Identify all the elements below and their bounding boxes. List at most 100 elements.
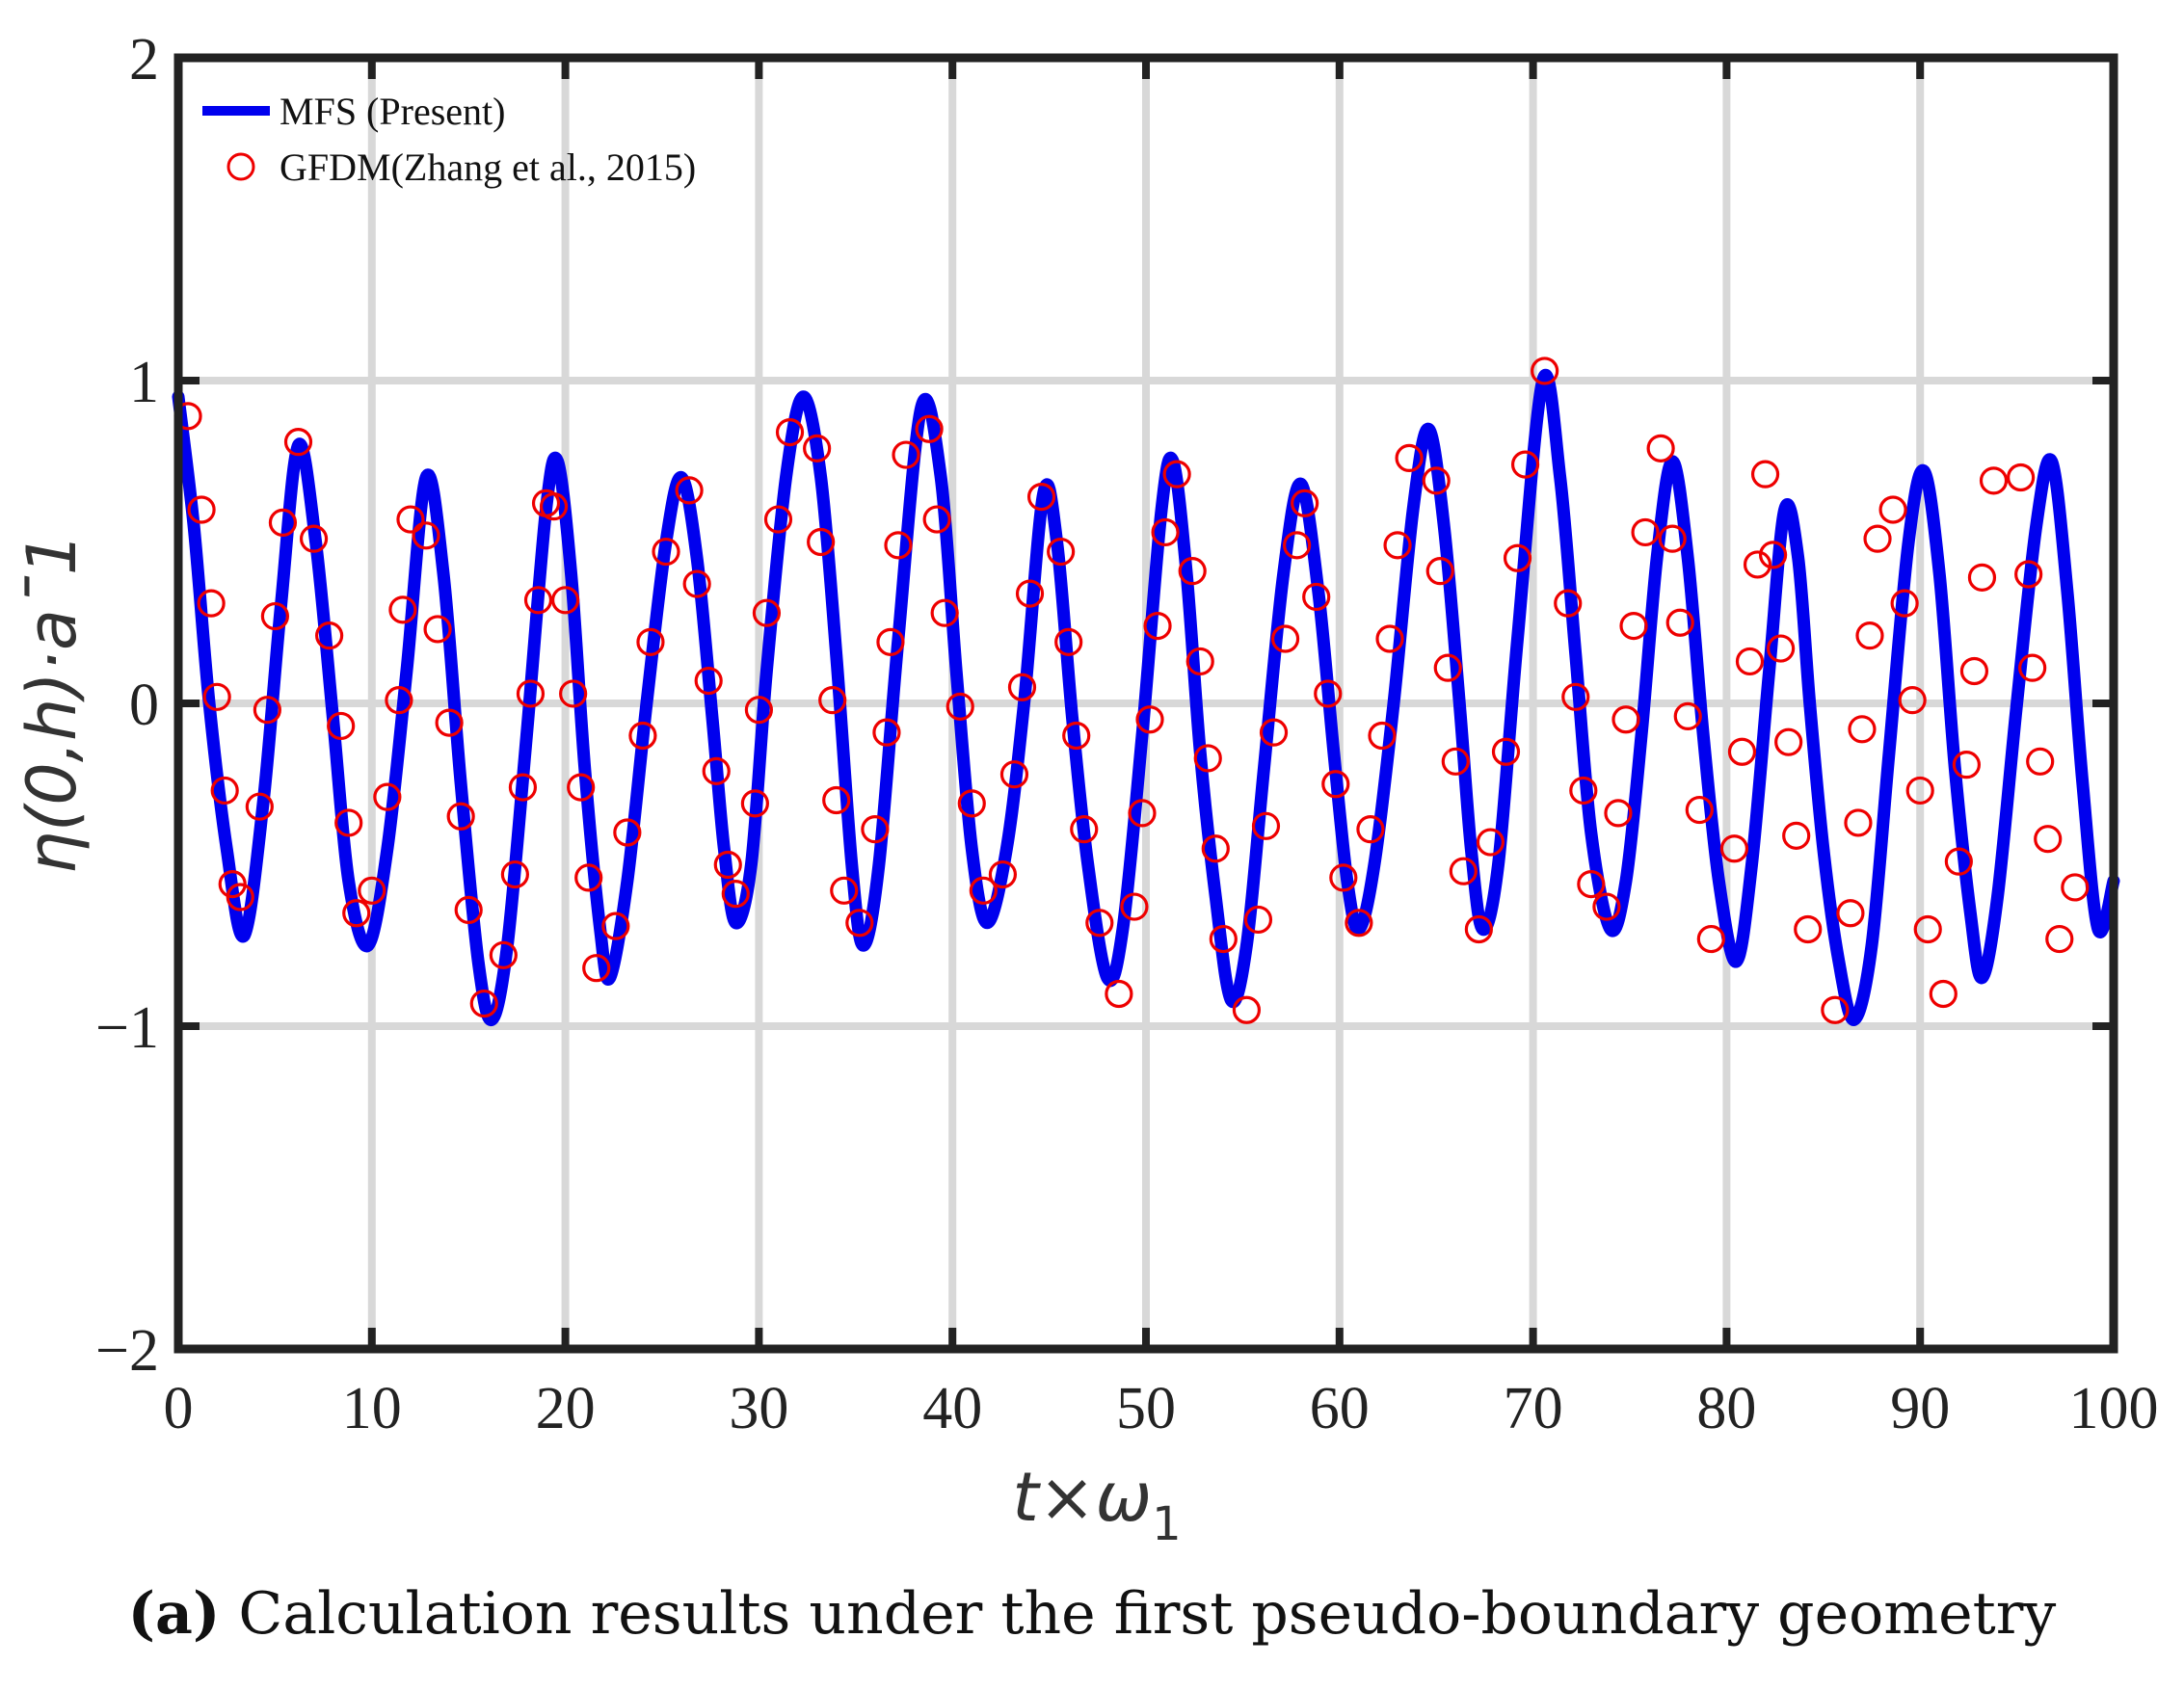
data-point-gfdm bbox=[1743, 550, 1772, 579]
data-point-gfdm bbox=[373, 782, 402, 811]
data-point-gfdm bbox=[327, 711, 356, 741]
data-point-gfdm bbox=[1735, 647, 1765, 676]
data-point-gfdm bbox=[628, 721, 657, 751]
legend-label-mfs: MFS (Present) bbox=[280, 90, 505, 133]
data-point-gfdm bbox=[1356, 815, 1385, 844]
data-point-gfdm bbox=[1836, 899, 1865, 928]
data-point-gfdm bbox=[1120, 892, 1149, 921]
data-point-gfdm bbox=[1007, 673, 1037, 701]
data-point-gfdm bbox=[1758, 541, 1788, 569]
data-point-gfdm bbox=[1979, 466, 2009, 495]
caption-text: Calculation results under the first pseu… bbox=[238, 1580, 2057, 1648]
data-point-gfdm bbox=[721, 880, 750, 909]
data-point-gfdm bbox=[1767, 634, 1796, 663]
data-point-gfdm bbox=[283, 428, 313, 457]
data-point-gfdm bbox=[1848, 715, 1877, 744]
data-point-gfdm bbox=[845, 909, 874, 938]
data-point-gfdm bbox=[1201, 834, 1230, 863]
data-point-gfdm bbox=[500, 859, 529, 889]
data-point-gfdm bbox=[1047, 537, 1076, 567]
data-point-gfdm bbox=[1143, 611, 1172, 641]
x-tick-label: 90 bbox=[1890, 1376, 1950, 1441]
data-point-gfdm bbox=[652, 537, 680, 567]
data-point-gfdm bbox=[1696, 924, 1725, 954]
data-point-gfdm bbox=[1054, 627, 1083, 656]
data-point-gfdm bbox=[1015, 579, 1045, 608]
data-point-gfdm bbox=[489, 940, 518, 969]
x-tick-label: 80 bbox=[1696, 1376, 1756, 1441]
data-point-gfdm bbox=[1345, 909, 1373, 938]
data-point-gfdm bbox=[550, 586, 580, 615]
data-point-gfdm bbox=[1178, 557, 1207, 586]
data-point-gfdm bbox=[1863, 524, 1892, 553]
data-point-gfdm bbox=[861, 815, 890, 844]
data-point-gfdm bbox=[636, 627, 665, 656]
data-point-gfdm bbox=[388, 595, 417, 624]
plot-frame bbox=[173, 53, 2118, 1354]
data-point-gfdm bbox=[1658, 524, 1687, 553]
series-mfs bbox=[172, 368, 2120, 1026]
data-point-gfdm bbox=[884, 531, 913, 560]
data-point-gfdm bbox=[1855, 621, 1884, 650]
data-point-gfdm bbox=[807, 527, 836, 557]
data-point-gfdm bbox=[1383, 531, 1412, 560]
x-tick-label: 40 bbox=[922, 1376, 982, 1441]
data-point-gfdm bbox=[1433, 653, 1462, 682]
data-point-gfdm bbox=[915, 414, 944, 443]
data-point-gfdm bbox=[1185, 647, 1214, 676]
data-point-gfdm bbox=[1441, 747, 1470, 776]
data-point-gfdm bbox=[582, 954, 611, 983]
data-point-gfdm bbox=[574, 863, 603, 892]
data-point-gfdm bbox=[1476, 828, 1505, 857]
legend: MFS (Present) GFDM(Zhang et al., 2015) bbox=[202, 90, 696, 189]
data-point-gfdm bbox=[1673, 701, 1702, 731]
data-point-gfdm bbox=[1844, 808, 1873, 837]
y-tick-label: 0 bbox=[129, 673, 159, 738]
data-point-gfdm bbox=[2007, 462, 2036, 492]
data-point-gfdm bbox=[210, 776, 239, 806]
data-point-gfdm bbox=[822, 785, 851, 815]
data-point-gfdm bbox=[694, 666, 723, 696]
figure-caption: (a) Calculation results under the first … bbox=[0, 1580, 2184, 1648]
data-point-gfdm bbox=[454, 895, 483, 925]
data-point-gfdm bbox=[1611, 705, 1640, 734]
data-point-gfdm bbox=[1685, 795, 1714, 825]
data-point-gfdm bbox=[1821, 995, 1850, 1024]
y-tick-label: −2 bbox=[95, 1318, 159, 1384]
data-point-gfdm bbox=[197, 589, 226, 618]
x-tick-label: 60 bbox=[1310, 1376, 1370, 1441]
data-point-gfdm bbox=[187, 495, 216, 524]
data-point-gfdm bbox=[1209, 924, 1238, 954]
data-point-gfdm bbox=[1193, 744, 1222, 773]
data-point-gfdm bbox=[682, 569, 711, 598]
data-point-gfdm bbox=[601, 912, 630, 940]
caption-label: (a) bbox=[127, 1580, 221, 1648]
data-point-gfdm bbox=[1913, 914, 1942, 944]
data-point-gfdm bbox=[423, 615, 452, 644]
data-point-gfdm bbox=[803, 434, 832, 462]
data-point-gfdm bbox=[1592, 892, 1621, 921]
data-point-gfdm bbox=[1368, 721, 1397, 751]
series-line-mfs bbox=[172, 368, 2120, 1026]
data-point-gfdm bbox=[1491, 737, 1521, 766]
data-point-gfdm bbox=[740, 789, 769, 818]
y-tick-labels: 2 1 0 −1 −2 bbox=[95, 27, 159, 1384]
data-point-gfdm bbox=[1631, 517, 1660, 547]
x-tick-label: 20 bbox=[536, 1376, 596, 1441]
data-point-gfdm bbox=[1569, 776, 1598, 806]
data-point-gfdm bbox=[892, 440, 920, 469]
data-point-gfdm bbox=[999, 760, 1029, 789]
data-point-gfdm bbox=[1062, 721, 1091, 751]
data-point-gfdm bbox=[1375, 624, 1404, 653]
data-point-gfdm bbox=[260, 601, 289, 631]
data-point-gfdm bbox=[922, 505, 951, 534]
data-point-gfdm bbox=[342, 899, 371, 928]
data-point-gfdm bbox=[1232, 995, 1262, 1024]
data-point-gfdm bbox=[358, 876, 386, 905]
data-point-gfdm bbox=[872, 718, 901, 747]
data-point-gfdm bbox=[1577, 869, 1606, 899]
data-point-gfdm bbox=[1151, 517, 1180, 547]
data-point-gfdm bbox=[245, 792, 274, 821]
data-point-gfdm bbox=[1135, 705, 1164, 734]
